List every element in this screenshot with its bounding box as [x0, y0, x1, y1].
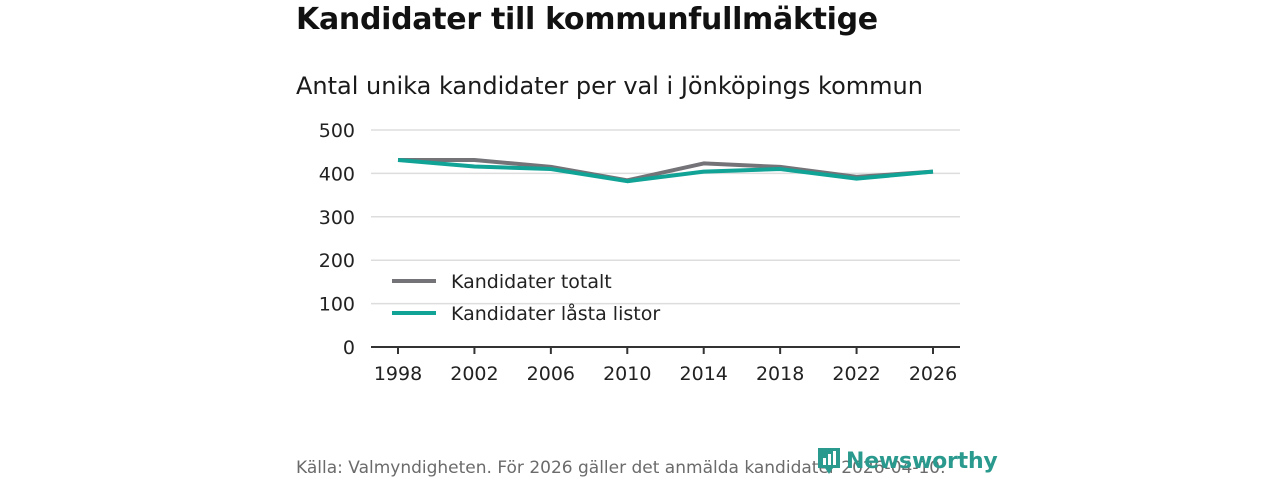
x-tick-label: 1998 [374, 363, 422, 385]
series-lines [397, 157, 934, 184]
chart-subtitle: Antal unika kandidater per val i Jönköpi… [296, 72, 923, 100]
y-tick-label: 100 [319, 294, 355, 316]
x-tick-label: 2018 [756, 363, 804, 385]
y-tick-label: 400 [319, 163, 355, 185]
brand-logo: Newsworthy [816, 446, 998, 476]
series-line-locked [397, 157, 934, 184]
x-tick-label: 2014 [680, 363, 728, 385]
legend-label-total: Kandidater totalt [451, 271, 612, 293]
chart-title: Kandidater till kommunfullmäktige [296, 2, 878, 37]
source-note: Källa: Valmyndigheten. För 2026 gäller d… [296, 458, 946, 478]
newsworthy-logo-icon [818, 448, 840, 474]
x-tick-label: 2022 [832, 363, 880, 385]
y-tick-label: 200 [319, 250, 355, 272]
brand-name: Newsworthy [846, 448, 998, 474]
y-tick-label: 500 [319, 120, 355, 142]
y-tick-label: 0 [343, 337, 355, 359]
legend-label-locked: Kandidater låsta listor [451, 302, 660, 325]
x-tick-label: 2006 [527, 363, 575, 385]
axes: 0 100 200 300 400 500 1998 2002 2006 2010 2014 2018… [319, 120, 960, 385]
x-tick-label: 2002 [450, 363, 498, 385]
y-tick-label: 300 [319, 207, 355, 229]
line-chart: 0 100 200 300 400 500 1998 2002 2006 2010 2014 2018… [319, 120, 960, 385]
x-tick-label: 2026 [909, 363, 957, 385]
gridlines [371, 129, 960, 305]
x-tick-label: 2010 [603, 363, 651, 385]
legend: Kandidater totalt Kandidater låsta listo… [392, 271, 660, 325]
